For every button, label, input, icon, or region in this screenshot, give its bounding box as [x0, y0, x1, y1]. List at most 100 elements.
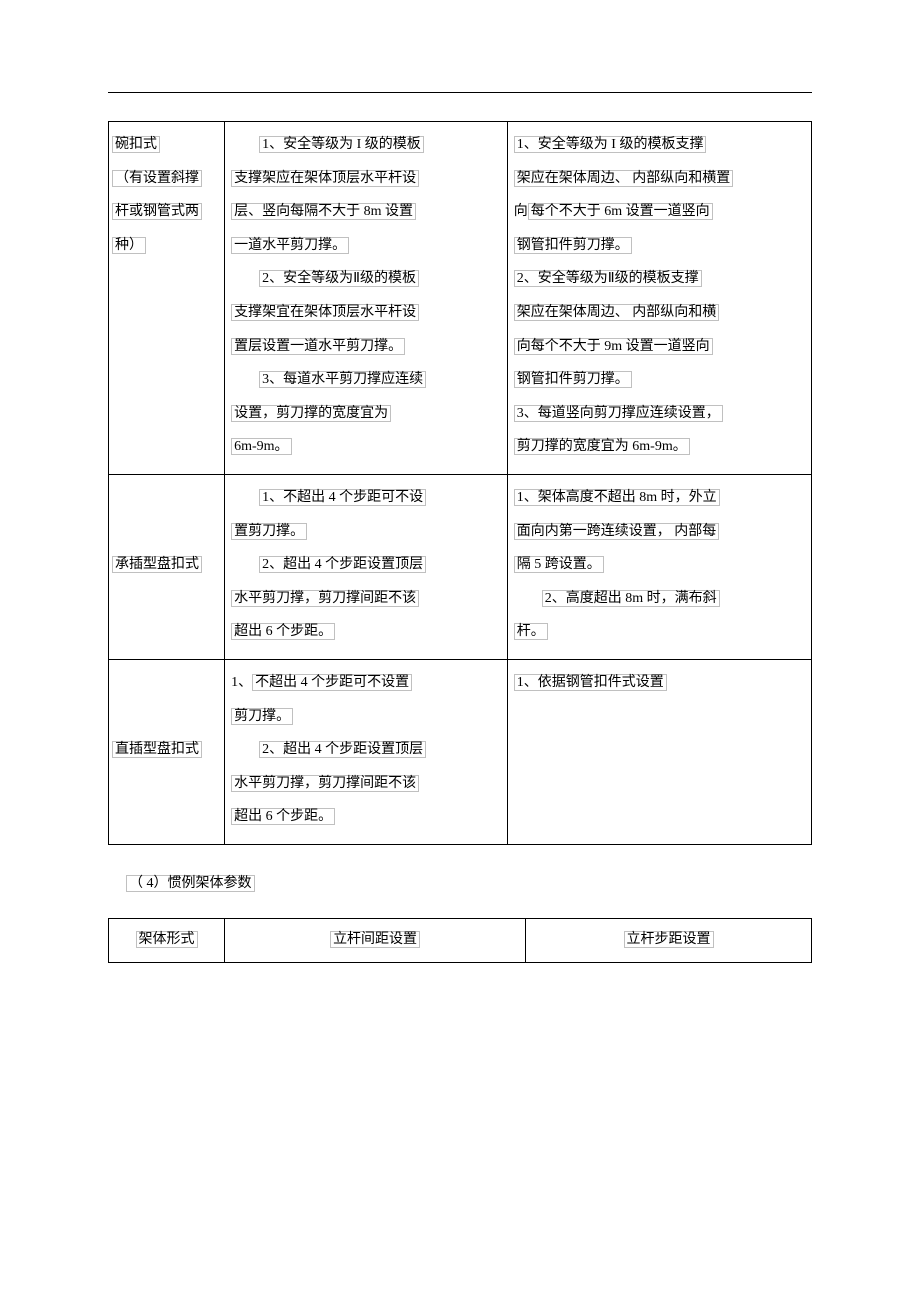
- text-line: 1、不超出 4 个步距可不设置: [231, 666, 501, 700]
- text-segment: 2、安全等级为Ⅱ级的模板支撑: [514, 270, 702, 287]
- text-line: 2、超出 4 个步距设置顶层: [231, 733, 501, 767]
- text-segment: 3、每道竖向剪刀撑应连续设置，: [514, 405, 723, 422]
- text-segment: 超出 6 个步距。: [231, 623, 335, 640]
- text-line: 杆。: [514, 615, 805, 649]
- header-text: 架体形式: [136, 931, 198, 948]
- text-line: 直插型盘扣式: [112, 733, 221, 767]
- text-line: （有设置斜撑: [112, 162, 221, 196]
- text-line: 钢管扣件剪刀撑。: [514, 229, 805, 263]
- text-line: 层、竖向每隔不大于 8m 设置: [231, 195, 501, 229]
- text-line: 架应在架体周边、 内部纵向和横: [514, 296, 805, 330]
- text-segment: 1、架体高度不超出 8m 时，外立: [514, 489, 720, 506]
- content-cell: 1、不超出 4 个步距可不设置剪刀撑。 2、超出 4 个步距设置顶层水平剪刀撑，…: [225, 474, 508, 659]
- text-segment: 支撑架应在架体顶层水平杆设: [231, 170, 419, 187]
- text-segment: 置剪刀撑。: [231, 523, 307, 540]
- text-line: 剪刀撑的宽度宜为 6m-9m。: [514, 430, 805, 464]
- text-segment: 架应在架体周边、 内部纵向和横: [514, 304, 720, 321]
- type-cell: 碗扣式 （有设置斜撑杆或钢管式两种）: [109, 122, 225, 475]
- params-table: 架体形式 立杆间距设置 立杆步距设置: [108, 918, 812, 963]
- text-line: 置层设置一道水平剪刀撑。: [231, 330, 501, 364]
- text-segment: 钢管扣件剪刀撑。: [514, 371, 632, 388]
- header-cell: 架体形式: [109, 918, 225, 962]
- content-cell: 1、不超出 4 个步距可不设置剪刀撑。 2、超出 4 个步距设置顶层水平剪刀撑，…: [225, 659, 508, 844]
- text-line: 1、不超出 4 个步距可不设: [231, 481, 501, 515]
- text-segment: 支撑架宜在架体顶层水平杆设: [231, 304, 419, 321]
- section-title: （ 4）惯例架体参数: [126, 873, 812, 894]
- text-segment: 一道水平剪刀撑。: [231, 237, 349, 254]
- section-title-text: （ 4）惯例架体参数: [126, 875, 255, 892]
- text-segment: 2、安全等级为Ⅱ级的模板: [259, 270, 419, 287]
- text-segment: 水平剪刀撑，剪刀撑间距不该: [231, 590, 419, 607]
- text-line: 水平剪刀撑，剪刀撑间距不该: [231, 582, 501, 616]
- text-line: 置剪刀撑。: [231, 515, 501, 549]
- text-line: 1、架体高度不超出 8m 时，外立: [514, 481, 805, 515]
- text-segment: 层、竖向每隔不大于 8m 设置: [231, 203, 416, 220]
- text-segment: 剪刀撑的宽度宜为 6m-9m。: [514, 438, 690, 455]
- text-line: 3、每道竖向剪刀撑应连续设置，: [514, 397, 805, 431]
- text-line: 2、高度超出 8m 时，满布斜: [514, 582, 805, 616]
- text-line: 种）: [112, 229, 221, 263]
- text-line: 碗扣式: [112, 128, 221, 162]
- text-segment: 杆。: [514, 623, 548, 640]
- text-line: 向每个不大于 9m 设置一道竖向: [514, 330, 805, 364]
- text-segment: 2、超出 4 个步距设置顶层: [259, 556, 426, 573]
- text-segment: 不超出 4 个步距可不设置: [252, 674, 412, 691]
- text-line: 隔 5 跨设置。: [514, 548, 805, 582]
- text-segment: 隔 5 跨设置。: [514, 556, 604, 573]
- text-segment: 2、高度超出 8m 时，满布斜: [542, 590, 720, 607]
- text-line: 1、安全等级为 I 级的模板支撑: [514, 128, 805, 162]
- text-segment: 承插型盘扣式: [112, 556, 202, 573]
- text-segment: 1、安全等级为 I 级的模板支撑: [514, 136, 707, 153]
- text-segment: 水平剪刀撑，剪刀撑间距不该: [231, 775, 419, 792]
- text-segment: 架应在架体周边、 内部纵向和横置: [514, 170, 734, 187]
- table-row: 架体形式 立杆间距设置 立杆步距设置: [109, 918, 812, 962]
- text-line: 2、安全等级为Ⅱ级的模板: [231, 262, 501, 296]
- text-line: 1、依据钢管扣件式设置: [514, 666, 805, 700]
- text-segment: 每个不大于 6m 设置一道竖向: [528, 203, 713, 220]
- text-line: 6m-9m。: [231, 430, 501, 464]
- text-line: 支撑架宜在架体顶层水平杆设: [231, 296, 501, 330]
- text-line: 剪刀撑。: [231, 700, 501, 734]
- type-cell: 承插型盘扣式: [109, 474, 225, 659]
- text-segment: 剪刀撑。: [231, 708, 293, 725]
- text-segment: 2、超出 4 个步距设置顶层: [259, 741, 426, 758]
- table-row: 碗扣式 （有设置斜撑杆或钢管式两种）1、安全等级为 I 级的模板支撑架应在架体顶…: [109, 122, 812, 475]
- header-text: 立杆间距设置: [330, 931, 420, 948]
- content-cell: 1、安全等级为 I 级的模板支撑 架应在架体周边、 内部纵向和横置向每个不大于 …: [507, 122, 811, 475]
- content-cell: 1、安全等级为 I 级的模板支撑架应在架体顶层水平杆设层、竖向每隔不大于 8m …: [225, 122, 508, 475]
- text-segment: 置层设置一道水平剪刀撑。: [231, 338, 405, 355]
- text-segment: 1、安全等级为 I 级的模板: [259, 136, 424, 153]
- text-line: 承插型盘扣式: [112, 548, 221, 582]
- main-table: 碗扣式 （有设置斜撑杆或钢管式两种）1、安全等级为 I 级的模板支撑架应在架体顶…: [108, 121, 812, 845]
- text-line: 杆或钢管式两: [112, 195, 221, 229]
- text-line: 1、安全等级为 I 级的模板: [231, 128, 501, 162]
- header-cell: 立杆间距设置: [225, 918, 526, 962]
- text-segment: 3、每道水平剪刀撑应连续: [259, 371, 426, 388]
- text-segment: 碗扣式: [112, 136, 160, 153]
- text-segment: 设置，剪刀撑的宽度宜为: [231, 405, 391, 422]
- text-line: 支撑架应在架体顶层水平杆设: [231, 162, 501, 196]
- text-line: 面向内第一跨连续设置， 内部每: [514, 515, 805, 549]
- text-segment: 面向内第一跨连续设置， 内部每: [514, 523, 720, 540]
- text-line: 3、每道水平剪刀撑应连续: [231, 363, 501, 397]
- text-segment: 种）: [112, 237, 146, 254]
- top-rule: [108, 92, 812, 93]
- text-line: 一道水平剪刀撑。: [231, 229, 501, 263]
- text-segment: 向每个不大于 9m 设置一道竖向: [514, 338, 713, 355]
- content-cell: 1、依据钢管扣件式设置: [507, 659, 811, 844]
- text-segment: 1、不超出 4 个步距可不设: [259, 489, 426, 506]
- table-row: 直插型盘扣式1、不超出 4 个步距可不设置剪刀撑。 2、超出 4 个步距设置顶层…: [109, 659, 812, 844]
- text-line: 超出 6 个步距。: [231, 800, 501, 834]
- text-segment: 1、依据钢管扣件式设置: [514, 674, 667, 691]
- header-text: 立杆步距设置: [624, 931, 714, 948]
- text-segment: 杆或钢管式两: [112, 203, 202, 220]
- text-segment: 超出 6 个步距。: [231, 808, 335, 825]
- text-line: 设置，剪刀撑的宽度宜为: [231, 397, 501, 431]
- text-segment: 6m-9m。: [231, 438, 291, 455]
- content-cell: 1、架体高度不超出 8m 时，外立面向内第一跨连续设置， 内部每隔 5 跨设置。…: [507, 474, 811, 659]
- table-row: 承插型盘扣式 1、不超出 4 个步距可不设置剪刀撑。 2、超出 4 个步距设置顶层…: [109, 474, 812, 659]
- type-cell: 直插型盘扣式: [109, 659, 225, 844]
- text-line: 向每个不大于 6m 设置一道竖向: [514, 195, 805, 229]
- text-line: 超出 6 个步距。: [231, 615, 501, 649]
- text-line: 架应在架体周边、 内部纵向和横置: [514, 162, 805, 196]
